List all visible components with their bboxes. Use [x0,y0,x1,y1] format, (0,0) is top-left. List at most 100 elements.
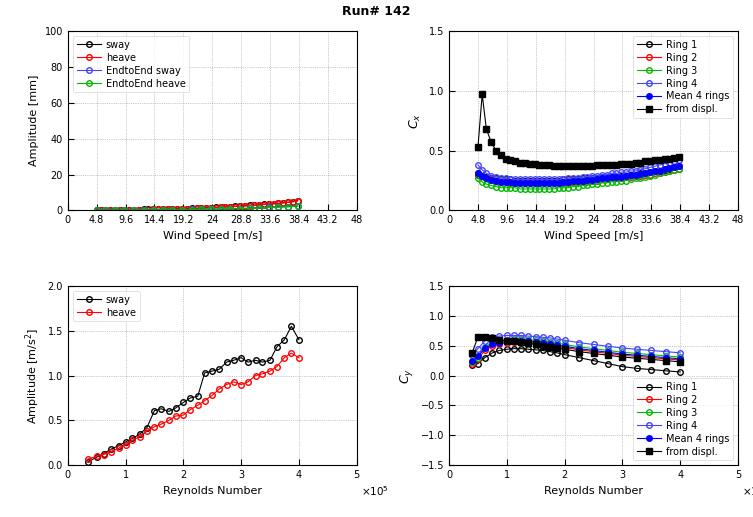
Mean 4 rings [588,176,597,183]
sway [164,408,173,415]
heave [216,204,225,210]
Ring 4 [621,169,630,175]
Ring 2 [607,175,616,181]
from displ. [612,162,621,168]
Ring 1 [495,347,504,354]
Ring 2 [575,347,584,353]
EndtoEnd heave [293,203,302,209]
Mean 4 rings [486,176,495,183]
sway [125,206,134,212]
from displ. [669,155,678,161]
from displ. [593,162,602,168]
from displ. [645,158,654,164]
heave [255,202,264,208]
Ring 4 [626,168,636,174]
Ring 4 [553,336,562,342]
sway [101,207,110,213]
Ring 1 [621,173,630,179]
Ring 3 [535,186,544,192]
heave [92,207,101,213]
EndtoEnd sway [120,207,129,213]
Ring 3 [575,344,584,350]
EndtoEnd sway [168,207,177,213]
from displ. [564,163,573,169]
Ring 4 [560,337,569,343]
Ring 2 [530,180,539,186]
heave [110,207,119,213]
Mean 4 rings [675,163,684,169]
Ring 4 [645,164,654,171]
sway [240,203,249,209]
Mean 4 rings [589,347,598,354]
EndtoEnd sway [293,203,302,209]
Ring 2 [506,180,515,186]
heave [148,206,157,212]
Mean 4 rings [651,168,660,174]
Legend: sway, heave, EndtoEnd sway, EndtoEnd heave: sway, heave, EndtoEnd sway, EndtoEnd hea… [72,36,190,93]
heave [107,449,116,455]
Ring 1 [617,173,626,179]
Ring 1 [607,174,616,180]
Ring 2 [564,180,573,186]
from displ. [617,161,626,167]
EndtoEnd sway [274,204,283,210]
Ring 1 [633,366,642,372]
from displ. [502,338,511,344]
Ring 1 [517,345,526,352]
heave [84,456,93,462]
Ring 3 [495,338,504,344]
sway [288,199,297,205]
sway [105,207,114,213]
Ring 1 [631,172,640,178]
Mean 4 rings [506,179,515,186]
Ring 3 [636,175,645,181]
heave [229,379,238,385]
Ring 3 [564,185,573,191]
from displ. [573,163,582,169]
heave [273,363,282,370]
sway [99,450,108,457]
Ring 2 [509,339,518,345]
from displ. [631,160,640,166]
heave [192,205,201,211]
Line: Ring 4: Ring 4 [469,333,683,357]
sway [215,366,224,372]
from displ. [495,337,504,343]
sway [279,200,288,206]
sway [120,207,129,213]
sway [157,406,166,412]
heave [125,207,134,213]
sway [194,393,203,399]
sway [172,206,181,212]
Ring 4 [501,175,511,181]
Ring 2 [511,180,520,186]
Mean 4 rings [488,341,497,347]
Ring 1 [647,367,656,373]
Ring 2 [517,339,526,345]
Ring 4 [675,157,684,163]
Mean 4 rings [618,351,627,357]
Ring 3 [631,175,640,181]
Ring 1 [583,175,592,181]
Mean 4 rings [641,170,650,176]
from displ. [517,339,526,345]
sway [274,200,283,206]
Mean 4 rings [626,172,636,178]
Ring 3 [531,337,540,343]
sway [107,446,116,452]
Ring 3 [544,186,553,192]
Mean 4 rings [569,178,578,185]
Mean 4 rings [492,177,501,184]
from displ. [583,163,592,169]
heave [168,206,177,212]
Mean 4 rings [575,345,584,352]
heave [280,355,289,361]
sway [114,443,123,449]
sway [178,206,187,212]
heave [221,204,230,210]
sway [84,459,93,465]
Ring 2 [621,174,630,180]
EndtoEnd heave [101,207,110,214]
heave [172,206,181,212]
Ring 4 [520,176,529,183]
